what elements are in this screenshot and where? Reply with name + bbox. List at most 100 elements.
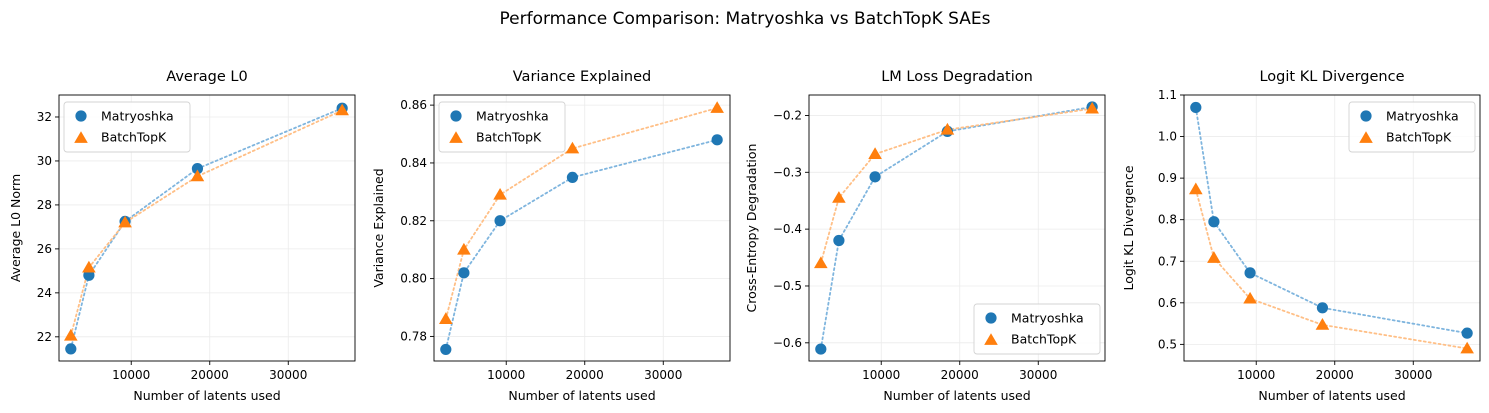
x-axis-label: Number of latents used (1258, 388, 1405, 403)
x-tick-label: 20000 (566, 368, 604, 382)
axes-frame (1183, 94, 1481, 362)
y-axis-label: Variance Explained (371, 168, 386, 287)
legend-matryoshka-marker (75, 110, 87, 122)
x-tick-label: 10000 (112, 368, 150, 382)
matryoshka-point (65, 343, 77, 355)
legend-matryoshka-marker (985, 312, 997, 324)
axes-frame (433, 94, 731, 362)
y-tick-label: 0.7 (1158, 254, 1177, 268)
x-tick-label: 10000 (862, 368, 900, 382)
matryoshka-point (1244, 267, 1256, 279)
y-tick-label: 0.8 (1158, 213, 1177, 227)
x-tick-label: 20000 (1316, 368, 1354, 382)
batchtopk-point (1189, 182, 1203, 195)
y-tick-label: 26 (37, 242, 52, 256)
matryoshka-point (1461, 327, 1473, 339)
batchtopk-point (832, 191, 846, 203)
y-axis-label: Cross-Entropy Degradation (744, 144, 759, 313)
x-tick-label: 20000 (191, 368, 229, 382)
y-tick-label: 0.5 (1158, 337, 1177, 351)
batchtopk-point (1460, 341, 1474, 354)
x-tick-label: 30000 (1394, 368, 1432, 382)
x-tick-label: 10000 (1237, 368, 1275, 382)
legend-batchtopk-label: BatchTopK (1386, 130, 1452, 145)
x-tick-label: 20000 (941, 368, 979, 382)
y-tick-label: 24 (37, 286, 52, 300)
batchtopk-point (118, 215, 132, 228)
x-tick-label: 30000 (644, 368, 682, 382)
y-tick-label: 0.6 (1158, 296, 1177, 310)
y-tick-label: −0.3 (773, 165, 802, 179)
matryoshka-line (444, 138, 719, 351)
legend-batchtopk-marker (74, 131, 88, 143)
legend: Matryoshka BatchTopK (1348, 101, 1476, 153)
subplot-1: 10000 20000 30000 22 24 26 28 30 32 Average L0 Num… (8, 69, 356, 403)
batchtopk-line (69, 109, 344, 337)
batchtopk-point (439, 312, 453, 324)
legend-matryoshka-label: Matryoshka (476, 109, 549, 124)
batchtopk-point (710, 101, 724, 113)
figure-title: Performance Comparison: Matryoshka vs Ba… (499, 9, 990, 29)
legend-matryoshka-marker (450, 110, 462, 122)
matryoshka-point (566, 171, 579, 184)
batchtopk-point (82, 260, 96, 273)
subplot-title: Average L0 (166, 69, 247, 85)
y-tick-label: 1.1 (1158, 88, 1177, 102)
subplot-2: 10000 20000 30000 0.78 0.80 0.82 0.84 0.86 Varia… (371, 69, 731, 403)
batchtopk-point (1315, 318, 1330, 330)
x-tick-label: 30000 (1019, 368, 1057, 382)
x-axis-label: Number of latents used (883, 388, 1030, 403)
y-tick-label: 0.86 (400, 98, 427, 112)
y-tick-label: 0.84 (400, 156, 427, 170)
batchtopk-line (1194, 188, 1469, 350)
batchtopk-point (565, 141, 580, 154)
batchtopk-point (457, 242, 471, 255)
matryoshka-point (815, 343, 827, 355)
y-tick-label: 1.0 (1158, 130, 1177, 144)
batchtopk-point (1243, 291, 1257, 304)
subplot-title: Variance Explained (513, 69, 651, 85)
legend-matryoshka-marker (1360, 110, 1372, 122)
x-axis-label: Number of latents used (508, 388, 655, 403)
legend-batchtopk-marker (1359, 131, 1373, 143)
subplot-3: 10000 20000 30000 −0.6 −0.5 −0.4 −0.3 −0.2 LM Lo… (744, 69, 1106, 403)
y-tick-label: −0.5 (773, 279, 802, 293)
subplots: 10000 20000 30000 22 24 26 28 30 32 Average L0 Num… (8, 69, 1481, 403)
x-axis-label: Number of latents used (133, 388, 280, 403)
matryoshka-point (1190, 101, 1202, 114)
batchtopk-point (493, 187, 507, 200)
legend-matryoshka-label: Matryoshka (101, 109, 174, 124)
legend-matryoshka-label: Matryoshka (1011, 311, 1084, 326)
x-tick-label: 30000 (269, 368, 307, 382)
y-tick-label: −0.6 (773, 336, 802, 350)
legend-box (973, 303, 1101, 355)
matryoshka-point (1316, 302, 1329, 314)
batchtopk-point (335, 103, 349, 116)
batchtopk-point (868, 147, 882, 160)
matryoshka-point (458, 267, 470, 279)
matryoshka-point (494, 215, 506, 227)
batchtopk-point (940, 122, 955, 135)
batchtopk-point (190, 169, 205, 182)
batchtopk-point (1085, 101, 1099, 114)
y-tick-label: 22 (37, 330, 52, 344)
y-axis-label: Average L0 Norm (8, 174, 23, 282)
legend: Matryoshka BatchTopK (63, 101, 191, 153)
legend-box (1348, 101, 1476, 153)
x-tick-label: 10000 (487, 368, 525, 382)
legend-batchtopk-marker (449, 131, 463, 143)
legend-batchtopk-label: BatchTopK (476, 130, 542, 145)
y-tick-label: 0.82 (400, 214, 427, 228)
legend-batchtopk-label: BatchTopK (101, 130, 167, 145)
axes-frame (58, 94, 356, 362)
legend: Matryoshka BatchTopK (438, 101, 566, 153)
legend-box (438, 101, 566, 153)
matryoshka-point (869, 171, 881, 183)
subplot-title: Logit KL Divergence (1259, 69, 1404, 85)
axes-frame (808, 94, 1106, 362)
y-tick-label: 0.9 (1158, 171, 1177, 185)
legend-box (63, 101, 191, 153)
matryoshka-point (191, 163, 204, 175)
batchtopk-point (1207, 251, 1221, 263)
